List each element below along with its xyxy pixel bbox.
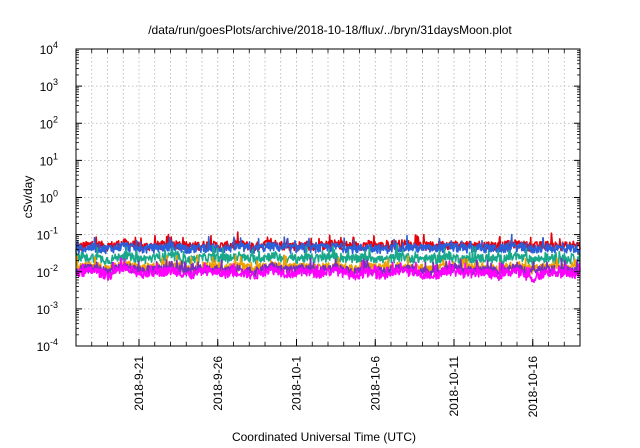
y-tick-label: 101: [40, 151, 58, 168]
plot-frame: [75, 48, 581, 347]
x-axis-label: Coordinated Universal Time (UTC): [232, 430, 416, 444]
x-tick-label: 2018-10-16: [526, 356, 540, 418]
y-tick-label: 103: [40, 77, 58, 94]
x-tick-label: 2018-9-26: [211, 356, 225, 411]
grid-layer: [76, 49, 580, 346]
y-tick-label: 10-2: [37, 263, 58, 280]
x-tick-label: 2018-9-21: [132, 356, 146, 411]
x-tick-label: 2018-10-6: [368, 356, 382, 411]
y-tick-label: 10-4: [37, 337, 58, 354]
series-line-5: [75, 257, 581, 283]
y-tick-label: 10-3: [37, 300, 58, 317]
y-tick-label: 102: [40, 114, 58, 131]
y-axis-label: cSv/day: [21, 176, 35, 219]
chart-title: /data/run/goesPlots/archive/2018-10-18/f…: [148, 23, 512, 37]
y-tick-label: 100: [40, 189, 58, 206]
series-layer: [75, 231, 581, 283]
y-tick-label: 10-1: [37, 226, 58, 243]
series-line-1: [75, 233, 581, 255]
x-tick-label: 2018-10-1: [290, 356, 304, 411]
axis-layer: 10-4 10-3 10-2 10-1 100 101 102 103 104 2018-9-21…: [37, 40, 580, 417]
y-tick-label: 104: [40, 40, 58, 57]
x-tick-label: 2018-10-11: [447, 356, 461, 417]
series-line-2: [75, 244, 581, 266]
